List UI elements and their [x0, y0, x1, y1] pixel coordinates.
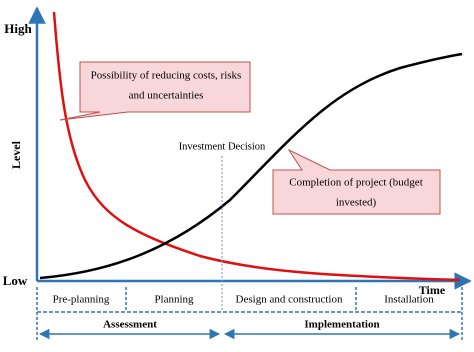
high-label: High	[4, 21, 32, 36]
callout-text: and uncertainties	[129, 90, 204, 102]
stage-label: Implementation	[304, 319, 379, 331]
x-axis-label: Time	[419, 283, 446, 297]
phase-label: Installation	[384, 294, 434, 306]
phase-label: Pre-planning	[53, 294, 110, 306]
y-axis-label: Level	[9, 140, 23, 169]
low-label: Low	[3, 273, 28, 288]
phase-divider	[36, 287, 463, 340]
cost-curve	[52, 11, 461, 282]
callout-text: invested)	[336, 197, 377, 209]
callout-box	[272, 148, 441, 215]
completion-curve	[39, 52, 463, 280]
phase-label: Planning	[154, 294, 194, 306]
callout-text: Possibility of reducing costs, risks	[91, 70, 242, 82]
phase-label: Design and construction	[236, 294, 343, 306]
stage-label: Assessment	[103, 319, 157, 331]
decision-label: Investment Decision	[179, 141, 266, 152]
callout-box	[59, 61, 251, 121]
callout-text: Completion of project (budget	[289, 177, 423, 189]
